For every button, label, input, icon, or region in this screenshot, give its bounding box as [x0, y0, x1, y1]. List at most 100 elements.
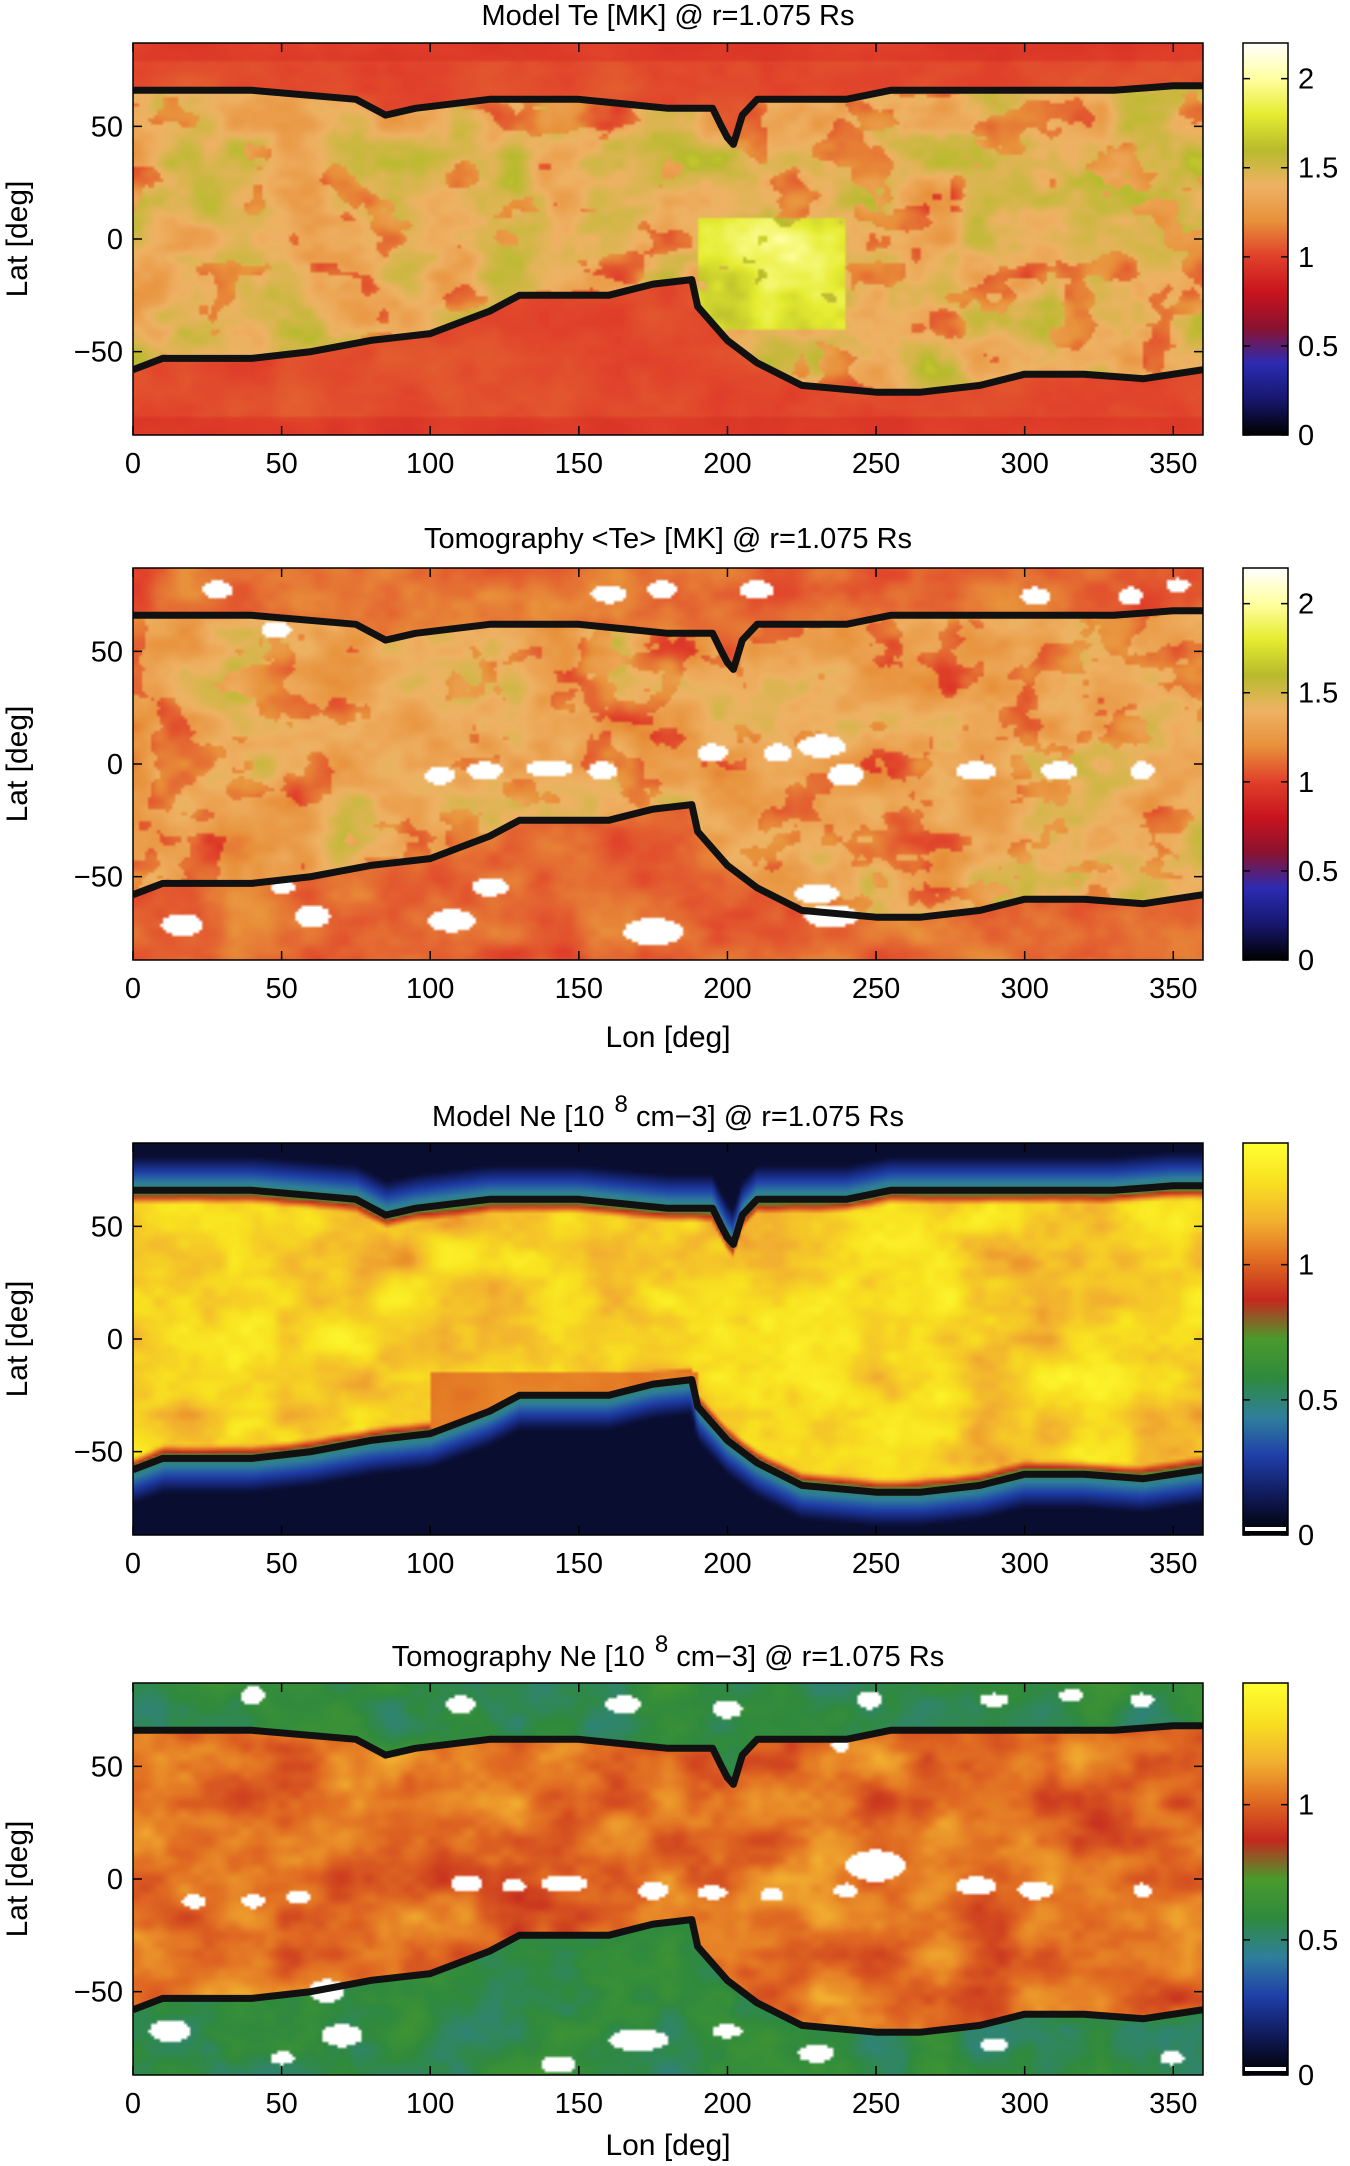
colorbar-tick-label: 1.5	[1298, 678, 1338, 710]
x-tick-label: 100	[406, 448, 454, 480]
x-axis-label: Lon [deg]	[605, 2129, 730, 2162]
panel-title-rest: cm−3] @ r=1.075 Rs	[628, 1101, 904, 1133]
x-tick-label: 50	[265, 1548, 297, 1580]
boundary-line-north	[133, 1722, 1203, 1788]
x-tick-label: 50	[265, 973, 297, 1005]
colorbar-tick-label: 0	[1298, 2060, 1314, 2092]
y-tick-label: 0	[107, 1864, 123, 1896]
panel-title: Tomography <Te> [MK] @ r=1.075 Rs	[424, 523, 912, 555]
colorbar-white-band	[1245, 1527, 1286, 1531]
colorbar-tick-label: 2	[1298, 64, 1314, 96]
x-tick-label: 250	[852, 2088, 900, 2120]
y-tick-label: 50	[91, 636, 123, 668]
y-tick-label: 0	[107, 1324, 123, 1356]
x-tick-label: 0	[125, 448, 141, 480]
x-tick-label: 200	[703, 973, 751, 1005]
boundary-line-north	[133, 1182, 1203, 1248]
panel-title: Model Te [MK] @ r=1.075 Rs	[481, 0, 854, 32]
x-tick-label: 100	[406, 2088, 454, 2120]
panel-model-te: Model Te [MK] @ r=1.075 Rs0 50 100 150 200 25…	[1, 0, 1338, 480]
x-tick-label: 350	[1149, 973, 1197, 1005]
colorbar-tick-label: 2	[1298, 589, 1314, 621]
x-tick-label: 150	[555, 2088, 603, 2120]
x-tick-label: 200	[703, 448, 751, 480]
y-tick-label: −50	[74, 1977, 123, 2009]
boundary-line-south	[133, 801, 1203, 921]
x-axis-label: Lon [deg]	[605, 1021, 730, 1054]
x-tick-label: 100	[406, 973, 454, 1005]
x-tick-label: 150	[555, 973, 603, 1005]
panel-title-main: Tomography Ne [10	[392, 1641, 645, 1673]
panel-title-rest: cm−3] @ r=1.075 Rs	[668, 1641, 944, 1673]
colorbar-white-band	[1245, 2067, 1286, 2071]
y-tick-label: −50	[74, 862, 123, 894]
y-tick-label: 0	[107, 749, 123, 781]
colorbar: 0 0.5 1 1.5 2	[1242, 42, 1338, 452]
x-tick-label: 250	[852, 973, 900, 1005]
panel-title-superscript: 8	[615, 1091, 628, 1118]
colorbar: 0 0.5 1 1.5 2	[1242, 567, 1338, 977]
panel-model-ne: Model Ne [10 8 cm−3] @ r=1.075 Rs0 50 100 15…	[1, 1091, 1338, 1580]
panel-title: Model Ne [10 8 cm−3] @ r=1.075 Rs	[432, 1091, 904, 1133]
colorbar-gradient	[1242, 1142, 1289, 1536]
y-axis-label: Lat [deg]	[1, 1821, 34, 1938]
panel-title-superscript: 8	[655, 1631, 668, 1658]
colorbar-tick-label: 0	[1298, 945, 1314, 977]
boundary-line-south	[133, 1376, 1203, 1496]
x-tick-label: 100	[406, 1548, 454, 1580]
x-tick-label: 50	[265, 2088, 297, 2120]
x-tick-label: 350	[1149, 1548, 1197, 1580]
x-tick-label: 350	[1149, 2088, 1197, 2120]
x-tick-label: 350	[1149, 448, 1197, 480]
x-tick-label: 150	[555, 448, 603, 480]
x-tick-label: 250	[852, 448, 900, 480]
colorbar-tick-label: 1	[1298, 1790, 1314, 1822]
panel-title: Tomography Ne [10 8 cm−3] @ r=1.075 Rs	[392, 1631, 945, 1673]
colorbar-tick-label: 0	[1298, 1520, 1314, 1552]
colorbar-tick-label: 0.5	[1298, 331, 1338, 363]
y-axis-label: Lat [deg]	[1, 1281, 34, 1398]
y-tick-label: 0	[107, 224, 123, 256]
colorbar-tick-label: 1	[1298, 1250, 1314, 1282]
y-tick-label: 50	[91, 111, 123, 143]
colorbar-gradient	[1242, 567, 1289, 961]
x-tick-label: 300	[1000, 973, 1048, 1005]
colorbar-tick-label: 0	[1298, 420, 1314, 452]
x-tick-label: 150	[555, 1548, 603, 1580]
panel-title-main: Tomography <Te> [MK] @ r=1.075 Rs	[424, 523, 912, 555]
boundary-line-north	[133, 82, 1203, 148]
y-tick-label: 50	[91, 1211, 123, 1243]
colorbar-tick-label: 1	[1298, 242, 1314, 274]
colorbar-tick-label: 1	[1298, 767, 1314, 799]
y-tick-label: −50	[74, 1437, 123, 1469]
colorbar: 00.51	[1242, 1682, 1338, 2092]
x-tick-label: 200	[703, 2088, 751, 2120]
colorbar-tick-label: 0.5	[1298, 1385, 1338, 1417]
panel-title-main: Model Te [MK] @ r=1.075 Rs	[481, 0, 854, 32]
x-tick-label: 300	[1000, 1548, 1048, 1580]
x-tick-label: 50	[265, 448, 297, 480]
colorbar-tick-label: 0.5	[1298, 1925, 1338, 1957]
colorbar-tick-label: 1.5	[1298, 153, 1338, 185]
panel-tomography-ne: Tomography Ne [10 8 cm−3] @ r=1.075 Rs 0 50…	[1, 1631, 1338, 2162]
y-tick-label: 50	[91, 1751, 123, 1783]
colorbar-tick-label: 0.5	[1298, 856, 1338, 888]
x-tick-label: 0	[125, 973, 141, 1005]
boundary-line-north	[133, 607, 1203, 673]
x-tick-label: 0	[125, 1548, 141, 1580]
x-tick-label: 300	[1000, 2088, 1048, 2120]
y-axis-label: Lat [deg]	[1, 706, 34, 823]
colorbar: 00.51	[1242, 1142, 1338, 1552]
panel-title-main: Model Ne [10	[432, 1101, 605, 1133]
x-tick-label: 300	[1000, 448, 1048, 480]
x-tick-label: 200	[703, 1548, 751, 1580]
boundary-line-south	[133, 1916, 1203, 2036]
panel-tomography-te: Tomography <Te> [MK] @ r=1.075 Rs0 50 100 1…	[1, 523, 1338, 1054]
boundary-line-south	[133, 276, 1203, 396]
colorbar-gradient	[1242, 42, 1289, 436]
colorbar-gradient	[1242, 1682, 1289, 2076]
x-tick-label: 0	[125, 2088, 141, 2120]
y-axis-label: Lat [deg]	[1, 181, 34, 298]
